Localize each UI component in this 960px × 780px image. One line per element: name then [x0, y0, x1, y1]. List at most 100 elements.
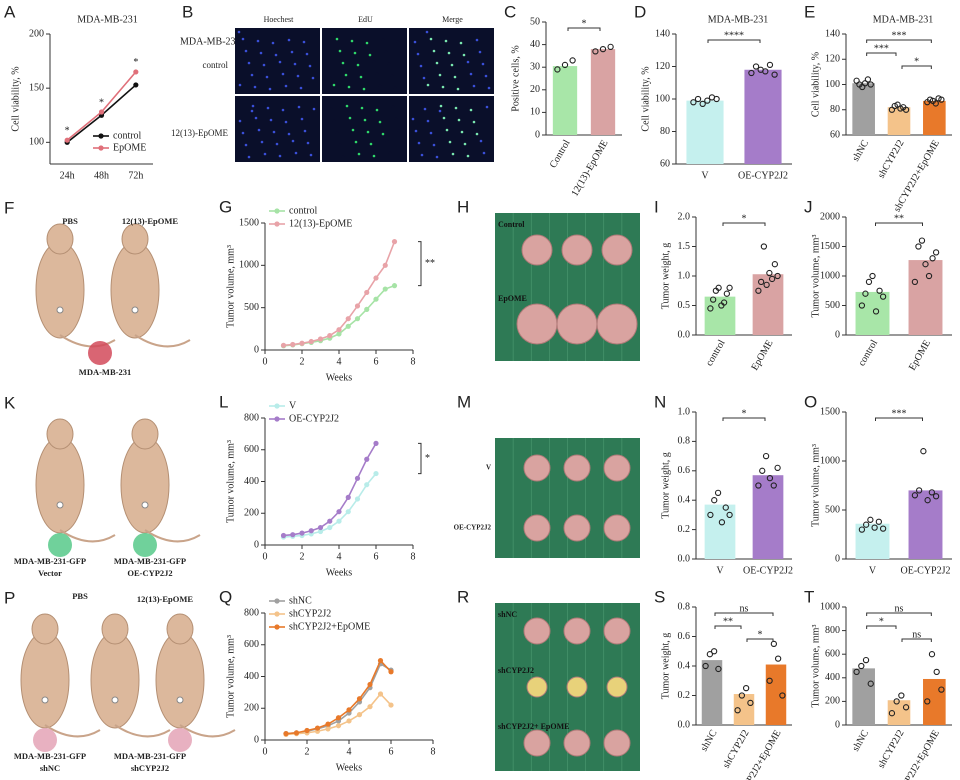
data-point	[770, 640, 778, 648]
significance-label: *	[425, 453, 430, 464]
nucleus	[284, 120, 288, 124]
nucleus	[487, 86, 491, 90]
nucleus	[326, 153, 330, 157]
nucleus	[385, 139, 389, 143]
nucleus	[444, 39, 448, 43]
data-point	[862, 290, 869, 297]
y-axis-label: Cell viability, %	[10, 66, 21, 131]
x-tick-label: shCYP2J2	[876, 138, 907, 180]
nucleus	[268, 87, 272, 91]
marker	[345, 323, 351, 329]
injection-site	[131, 306, 139, 314]
data-point	[918, 237, 926, 244]
row-label: EpOME	[498, 294, 527, 303]
y-tick-label: 1500	[820, 406, 840, 417]
cell-cluster	[33, 728, 57, 752]
nucleus	[393, 86, 397, 90]
data-point	[862, 521, 870, 528]
nucleus	[291, 139, 295, 143]
marker	[299, 530, 305, 536]
nucleus	[341, 155, 345, 159]
nucleus	[247, 61, 251, 65]
data-point	[911, 278, 919, 286]
data-point	[898, 692, 905, 699]
series-line	[285, 692, 392, 736]
micrograph	[409, 28, 494, 94]
data-point	[766, 474, 774, 482]
marker	[283, 731, 289, 737]
significance-label: **	[425, 258, 435, 269]
data-point	[867, 81, 874, 88]
bar	[704, 296, 736, 335]
nucleus	[397, 129, 401, 133]
significance-bracket	[901, 65, 932, 69]
y-tick-label: 120	[655, 61, 670, 72]
data-point	[742, 684, 750, 692]
legend-label: V	[289, 400, 297, 411]
nucleus	[250, 109, 254, 113]
y-axis-label: Tumor weight, g	[660, 452, 671, 519]
nucleus	[441, 85, 445, 89]
data-point	[938, 96, 945, 103]
significance-bracket	[722, 417, 766, 421]
marker	[336, 518, 342, 524]
significance-label: ***	[892, 408, 907, 419]
nucleus	[365, 41, 369, 45]
data-point	[933, 668, 940, 676]
nucleus	[448, 140, 452, 144]
panel-label: E	[804, 2, 815, 21]
nucleus	[482, 151, 486, 155]
data-point	[747, 699, 754, 707]
nucleus	[362, 87, 366, 91]
nucleus	[278, 154, 282, 158]
data-point	[755, 287, 762, 294]
data-point	[875, 518, 883, 525]
y-axis-label: Tumor volume, mm³	[225, 635, 236, 718]
marker	[336, 331, 342, 337]
nucleus	[341, 61, 345, 65]
diagram-label: MDA-MB-231-GFP	[14, 751, 86, 761]
nucleus	[344, 73, 348, 77]
tumor	[556, 303, 598, 345]
row-label: 12(13)-EpOME	[171, 128, 228, 138]
significance-bracket	[714, 625, 742, 629]
data-point	[928, 489, 936, 496]
diagram-label: OE-CYP2J2	[127, 568, 172, 578]
x-axis-label: Weeks	[326, 372, 353, 383]
legend-marker	[98, 133, 104, 139]
nucleus	[338, 143, 342, 147]
x-tick-label: 8	[411, 356, 416, 367]
mouse-head	[166, 613, 194, 645]
marker	[133, 69, 139, 75]
marker	[317, 528, 324, 535]
x-tick-label: V	[716, 565, 724, 576]
data-point	[709, 296, 717, 303]
nucleus	[271, 41, 275, 45]
legend-label: OE-CYP2J2	[289, 413, 339, 424]
nucleus	[338, 49, 342, 53]
y-tick-label: 0.2	[678, 690, 691, 701]
nucleus	[259, 51, 263, 55]
nucleus	[478, 50, 482, 54]
data-point	[766, 61, 774, 69]
data-point	[707, 511, 714, 519]
mouse-tail	[59, 334, 116, 348]
y-tick-label: 140	[655, 28, 670, 39]
data-point	[734, 707, 741, 714]
data-point	[879, 525, 887, 532]
nucleus	[272, 130, 276, 134]
cell-cluster	[48, 533, 72, 557]
x-tick-label: 8	[411, 551, 416, 562]
bar	[701, 660, 723, 725]
nucleus	[348, 116, 352, 120]
data-point	[702, 662, 709, 670]
y-axis-label: Cell viability, %	[810, 52, 821, 117]
marker	[290, 341, 296, 348]
y-tick-label: 1000	[820, 455, 840, 466]
nucleus	[290, 50, 294, 54]
marker	[373, 275, 379, 281]
nucleus	[308, 64, 312, 68]
data-point	[592, 48, 599, 55]
data-point	[928, 651, 936, 658]
marker	[364, 456, 370, 462]
